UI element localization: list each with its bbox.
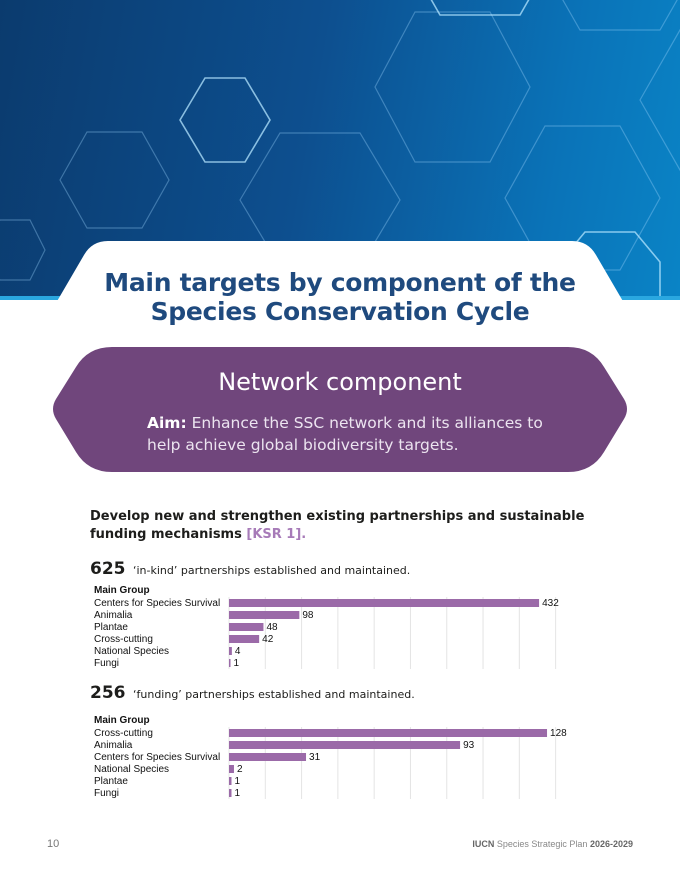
ksr-intro: Develop new and strengthen existing part… [90, 508, 600, 544]
data-label: 2 [237, 764, 243, 775]
stat-in-kind: 625 ‘in-kind’ partnerships established a… [90, 559, 410, 579]
category-label: Centers for Species Survival [94, 598, 220, 609]
category-label: National Species [94, 646, 169, 657]
footer-brand: IUCN Species Strategic Plan 2026-2029 [472, 839, 633, 849]
category-label: Plantae [94, 622, 128, 633]
hexagon-pattern [0, 0, 680, 300]
stat-number: 625 [90, 559, 126, 579]
category-label: Centers for Species Survival [94, 752, 220, 763]
footer-doc-name: Species Strategic Plan [496, 839, 588, 849]
chart-header: Main Group [94, 715, 150, 726]
chart-header: Main Group [94, 585, 150, 596]
component-title: Network component [218, 368, 462, 396]
data-label: 1 [234, 776, 240, 787]
category-label: Cross-cutting [94, 634, 153, 645]
category-label: Fungi [94, 658, 119, 669]
component-card [52, 347, 628, 472]
data-label: 432 [542, 598, 559, 609]
category-label: Animalia [94, 610, 133, 621]
data-label: 48 [266, 622, 278, 633]
bar [229, 599, 540, 607]
page-title-line1: Main targets by component of the [104, 268, 576, 297]
component-aim: Aim: Enhance the SSC network and its all… [147, 412, 547, 456]
data-label: 1 [234, 788, 240, 799]
data-label: 42 [262, 634, 274, 645]
bar [229, 753, 307, 761]
bar [229, 623, 264, 631]
category-label: Fungi [94, 788, 119, 799]
category-label: National Species [94, 764, 169, 775]
category-label: Plantae [94, 776, 128, 787]
category-label: Animalia [94, 740, 133, 751]
bar [229, 777, 232, 785]
bar [229, 765, 234, 773]
bar [229, 789, 232, 797]
data-label: 1 [234, 658, 240, 669]
data-label: 98 [302, 610, 314, 621]
aim-label: Aim: [147, 414, 187, 432]
data-label: 128 [550, 728, 567, 739]
aim-text: Enhance the SSC network and its alliance… [147, 414, 543, 454]
chart-in-kind: Main Group Centers for Species Survival 43… [92, 583, 592, 673]
title-card [56, 241, 624, 351]
footer-brand-name: IUCN [472, 839, 495, 849]
page-title-line2: Species Conservation Cycle [150, 297, 530, 326]
stat-funding: 256 ‘funding’ partnerships established a… [90, 683, 415, 703]
chart-funding: Main Group Cross-cutting 128 Animalia 93 Cent… [92, 713, 592, 803]
bar [229, 741, 461, 749]
page-number: 10 [47, 838, 60, 850]
data-label: 4 [235, 646, 241, 657]
bar [229, 635, 260, 643]
bar [229, 611, 300, 619]
data-label: 93 [463, 740, 475, 751]
data-label: 31 [309, 752, 321, 763]
stat-number: 256 [90, 683, 126, 703]
bar [229, 659, 231, 667]
footer-years: 2026-2029 [589, 839, 633, 849]
page-title: Main targets by component of the Species… [0, 268, 680, 326]
ksr-reference: [KSR 1]. [246, 527, 307, 542]
category-label: Cross-cutting [94, 728, 153, 739]
bar [229, 647, 232, 655]
bar-chart-in-kind: Main Group Centers for Species Survival 43… [94, 585, 559, 669]
bar-chart-funding: Main Group Cross-cutting 128 Animalia 93 Cent… [94, 715, 567, 799]
bar [229, 729, 548, 737]
stat-text: ‘in-kind’ partnerships established and m… [133, 564, 411, 577]
ksr-intro-text: Develop new and strengthen existing part… [90, 509, 585, 542]
stat-text: ‘funding’ partnerships established and m… [133, 688, 415, 701]
